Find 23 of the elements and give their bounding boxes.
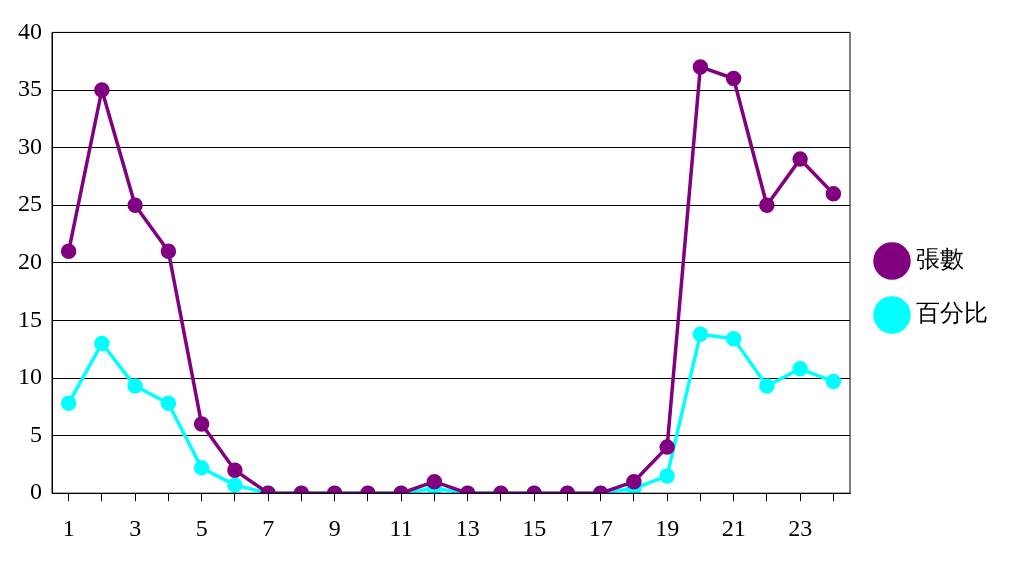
x-tick-label: 17: [588, 514, 613, 541]
x-tick-label: 15: [522, 514, 547, 541]
y-tick-label: 15: [18, 305, 42, 332]
x-tick-label: 11: [389, 514, 413, 541]
x-tick-label: 21: [721, 514, 746, 541]
y-tick-label: 0: [30, 478, 42, 505]
y-tick-label: 35: [18, 75, 42, 102]
legend-label: 百分比: [916, 299, 988, 328]
y-tick-label: 5: [30, 420, 42, 447]
x-tick-label: 9: [328, 514, 341, 541]
x-tick-label: 13: [455, 514, 480, 541]
y-tick-label: 40: [18, 17, 42, 44]
x-tick-label: 23: [788, 514, 813, 541]
x-tick-label: 3: [129, 514, 142, 541]
y-tick-label: 20: [18, 248, 42, 275]
legend-label: 張數: [916, 245, 964, 274]
x-tick-label: 7: [262, 514, 275, 541]
y-tick-label: 30: [18, 132, 42, 159]
x-tick-label: 19: [655, 514, 680, 541]
y-tick-label: 25: [18, 190, 42, 217]
y-tick-label: 10: [18, 363, 42, 390]
x-tick-label: 1: [62, 514, 75, 541]
x-tick-label: 5: [195, 514, 208, 541]
